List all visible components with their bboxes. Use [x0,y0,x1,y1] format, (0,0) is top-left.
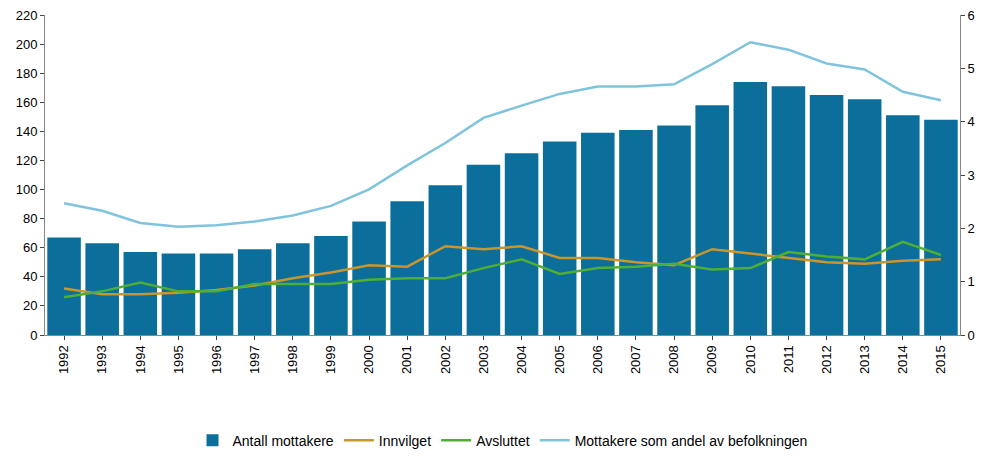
svg-text:1996: 1996 [209,345,224,374]
svg-text:2015: 2015 [933,345,948,374]
svg-text:160: 160 [16,95,38,110]
svg-text:2014: 2014 [895,345,910,374]
svg-text:0: 0 [30,328,37,343]
svg-text:1993: 1993 [94,345,109,374]
svg-text:2010: 2010 [743,345,758,374]
svg-text:2009: 2009 [704,345,719,374]
svg-text:180: 180 [16,66,38,81]
svg-text:Antall mottakere: Antall mottakere [233,433,334,449]
svg-text:1998: 1998 [285,345,300,374]
svg-text:200: 200 [16,37,38,52]
svg-text:220: 220 [16,8,38,23]
svg-text:2007: 2007 [628,345,643,374]
svg-text:40: 40 [23,269,37,284]
svg-text:2006: 2006 [590,345,605,374]
svg-text:2013: 2013 [857,345,872,374]
svg-text:2003: 2003 [476,345,491,374]
svg-text:120: 120 [16,153,38,168]
svg-text:Mottakere som andel av befolkn: Mottakere som andel av befolkningen [575,433,808,449]
svg-text:1994: 1994 [133,345,148,374]
svg-text:100: 100 [16,182,38,197]
svg-text:2004: 2004 [514,345,529,374]
svg-text:80: 80 [23,211,37,226]
svg-text:1992: 1992 [56,345,71,374]
svg-text:2005: 2005 [552,345,567,374]
svg-text:4: 4 [968,114,975,129]
svg-text:20: 20 [23,298,37,313]
svg-text:2008: 2008 [666,345,681,374]
svg-text:1: 1 [968,274,975,289]
svg-text:Innvilget: Innvilget [379,433,431,449]
svg-text:2001: 2001 [399,345,414,374]
svg-text:2011: 2011 [781,345,796,373]
svg-text:0: 0 [968,328,975,343]
svg-text:1995: 1995 [171,345,186,374]
svg-text:3: 3 [968,168,975,183]
svg-text:6: 6 [968,8,975,23]
svg-text:2002: 2002 [438,345,453,374]
svg-text:60: 60 [23,240,37,255]
svg-text:Avsluttet: Avsluttet [476,433,530,449]
svg-text:2: 2 [968,221,975,236]
svg-text:1999: 1999 [323,345,338,374]
svg-text:2012: 2012 [819,345,834,374]
svg-text:140: 140 [16,124,38,139]
svg-text:2000: 2000 [361,345,376,374]
svg-text:1997: 1997 [247,345,262,374]
svg-text:5: 5 [968,61,975,76]
